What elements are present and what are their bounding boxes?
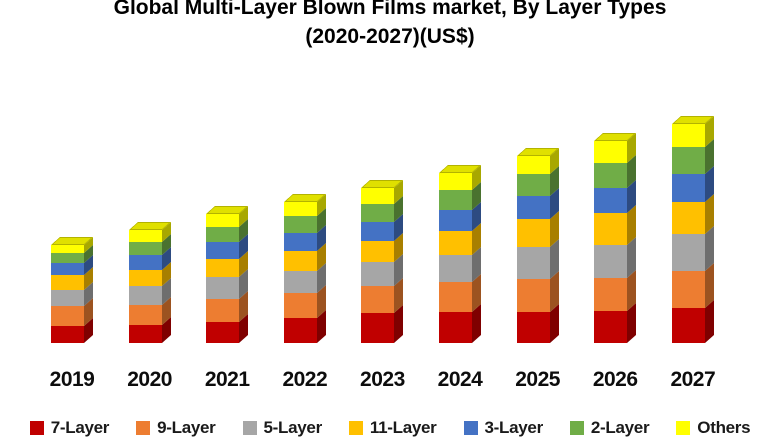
bar-2027-segment-5-layer [671, 234, 705, 271]
bar-2020-segment-2-layer [128, 242, 162, 255]
bar-2019-segment-11-layer [51, 275, 84, 290]
bar-2020-segment-5-layer [128, 286, 162, 305]
legend-label: 5-Layer [263, 418, 323, 437]
x-axis-label-2020: 2020 [127, 368, 172, 391]
bar-2027-segment-3-layer [671, 174, 705, 202]
bar-2019-segment-5-layer [51, 290, 84, 306]
legend-label: 2-Layer [590, 418, 650, 437]
x-axis-label-2021: 2021 [204, 368, 250, 391]
bar-2027-segment-9-layer [671, 271, 705, 308]
bar-2027-segment-others [671, 124, 705, 147]
bar-2019-segment-7-layer [51, 326, 84, 343]
bar-2027-segment-2-layer [671, 147, 705, 174]
chart-title-line2: (2020-2027)(US$) [305, 25, 475, 48]
x-axis-label-2025: 2025 [515, 368, 560, 391]
x-axis-label-2027: 2027 [670, 368, 716, 391]
bar-2022-segment-11-layer [283, 251, 317, 271]
bar-2024-segment-3-layer [439, 210, 472, 231]
bar-2024-segment-others [439, 173, 472, 190]
bar-2026-segment-5-layer [594, 245, 628, 278]
bar-2025-segment-7-layer [516, 312, 550, 343]
legend-label: Others [697, 418, 751, 437]
bar-2025-segment-11-layer [516, 219, 550, 247]
legend-item-11-layer: 11-Layer [348, 418, 437, 438]
legend-item-2-layer: 2-Layer [569, 418, 650, 438]
x-axis-label-2022: 2022 [282, 368, 328, 391]
chart-title-line1: Global Multi-Layer Blown Films market, B… [113, 0, 667, 19]
bar-2024-segment-2-layer [439, 190, 472, 210]
legend-swatch-others [676, 421, 691, 435]
bar-2025-segment-9-layer [516, 279, 550, 312]
bar-2022-segment-2-layer [283, 216, 317, 233]
bar-2022-segment-others [283, 202, 317, 216]
bar-2023-segment-2-layer [361, 204, 395, 222]
bar-2023-segment-others [361, 188, 395, 204]
bar-2023-segment-7-layer [361, 313, 395, 343]
legend-item-others: Others [676, 418, 751, 438]
legend-item-3-layer: 3-Layer [463, 418, 544, 438]
bar-2023-segment-9-layer [361, 286, 395, 313]
bar-2026-segment-3-layer [594, 188, 628, 213]
bar-2025-segment-5-layer [516, 247, 550, 279]
bar-2023-segment-11-layer [361, 241, 395, 262]
x-axis-label-2019: 2019 [49, 368, 95, 391]
bar-2020-segment-9-layer [128, 305, 162, 325]
bar-2025-segment-others [516, 156, 550, 174]
bar-2026-segment-7-layer [594, 311, 628, 343]
bar-2023-segment-3-layer [361, 222, 395, 241]
bar-2021-segment-9-layer [206, 299, 240, 322]
bar-2022-segment-3-layer [283, 233, 317, 251]
legend-swatch-11-layer [348, 421, 363, 435]
bar-2025-segment-3-layer [516, 196, 550, 219]
legend-swatch-7-layer [29, 421, 44, 435]
bar-2024-segment-11-layer [439, 231, 472, 255]
bar-2020-segment-others [128, 230, 162, 242]
bar-2020-segment-11-layer [128, 270, 162, 286]
bar-2027-segment-11-layer [671, 202, 705, 234]
legend-label: 3-Layer [484, 418, 544, 437]
bar-2024-segment-7-layer [439, 312, 472, 343]
bar-2019-segment-others [51, 245, 84, 253]
legend-label: 11-Layer [369, 418, 437, 437]
bar-2026-segment-others [594, 141, 628, 163]
bar-2024-segment-5-layer [439, 255, 472, 282]
chart-title: Global Multi-Layer Blown Films market, B… [0, 0, 780, 51]
legend-swatch-3-layer [463, 421, 478, 435]
bar-2019-segment-9-layer [51, 306, 84, 326]
legend-swatch-2-layer [569, 421, 584, 435]
bar-2021-segment-3-layer [206, 242, 240, 259]
bar-2019-segment-2-layer [51, 253, 84, 263]
bar-2022-segment-5-layer [283, 271, 317, 293]
bar-2021-segment-others [206, 214, 240, 227]
x-axis-label-2026: 2026 [592, 368, 638, 391]
x-axis-label-2024: 2024 [437, 368, 483, 391]
legend-item-7-layer: 7-Layer [29, 418, 110, 438]
bar-2019-segment-3-layer [51, 263, 84, 275]
legend-item-5-layer: 5-Layer [242, 418, 323, 438]
bar-2020-segment-3-layer [128, 255, 162, 270]
legend-label: 7-Layer [50, 418, 110, 437]
bar-2026-segment-9-layer [594, 278, 628, 311]
legend-swatch-9-layer [136, 421, 151, 435]
bar-2026-segment-2-layer [594, 163, 628, 188]
bar-2020-segment-7-layer [128, 325, 162, 343]
bar-2022-segment-9-layer [283, 293, 317, 318]
legend-label: 9-Layer [157, 418, 216, 437]
bar-2023-segment-5-layer [361, 262, 395, 286]
bar-2022-segment-7-layer [283, 318, 317, 343]
bar-2025-segment-2-layer [516, 174, 550, 196]
bar-2026-segment-11-layer [594, 213, 628, 245]
bar-2027-segment-7-layer [671, 308, 705, 343]
bar-2024-segment-9-layer [439, 282, 472, 312]
bar-2021-segment-2-layer [206, 227, 240, 242]
x-axis-label-2023: 2023 [360, 368, 405, 391]
bar-2021-segment-11-layer [206, 259, 240, 277]
legend-swatch-5-layer [242, 421, 257, 435]
legend: 7-Layer 9-Layer 5-Layer 11-Layer 3-Layer 2-La… [0, 418, 780, 438]
bar-2021-segment-5-layer [206, 277, 240, 299]
legend-item-9-layer: 9-Layer [136, 418, 216, 438]
bar-2021-segment-7-layer [206, 322, 240, 343]
